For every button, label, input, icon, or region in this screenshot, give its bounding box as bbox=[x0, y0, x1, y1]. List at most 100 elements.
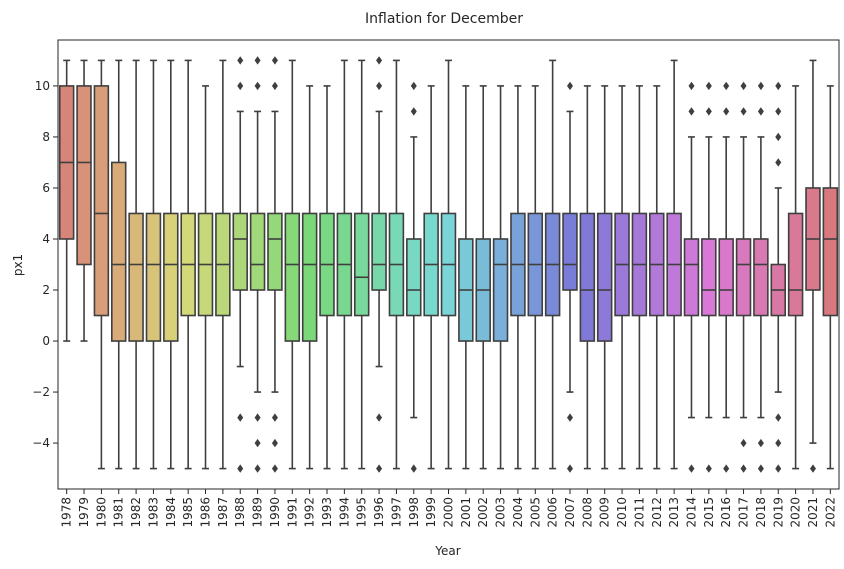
box-1982 bbox=[128, 59, 144, 470]
x-tick-label: 2020 bbox=[789, 497, 803, 528]
outlier-point bbox=[410, 81, 417, 91]
outlier-point bbox=[410, 464, 417, 473]
box-1992 bbox=[301, 85, 318, 470]
x-tick-label: 2017 bbox=[737, 497, 751, 528]
outlier-point bbox=[723, 81, 730, 91]
outlier-point bbox=[254, 464, 261, 473]
x-tick-label: 1998 bbox=[407, 497, 421, 528]
outlier-point bbox=[688, 81, 695, 91]
box-1989 bbox=[249, 56, 266, 473]
outlier-point bbox=[757, 107, 764, 116]
box-2006 bbox=[544, 59, 561, 470]
box-1979 bbox=[76, 59, 92, 342]
outlier-point bbox=[376, 81, 383, 91]
box-2005 bbox=[527, 85, 544, 470]
x-tick-label: 2019 bbox=[771, 497, 785, 528]
x-tick-label: 2006 bbox=[546, 497, 560, 528]
box-1995 bbox=[353, 59, 370, 470]
x-tick-label: 1985 bbox=[181, 497, 195, 528]
x-tick-label: 1984 bbox=[164, 497, 178, 528]
box-iqr bbox=[579, 212, 596, 342]
box-1981 bbox=[111, 59, 127, 470]
y-tick-label: −4 bbox=[32, 436, 50, 450]
box-1980 bbox=[93, 59, 110, 470]
box-1990 bbox=[267, 56, 283, 473]
box-iqr bbox=[701, 238, 717, 317]
outlier-point bbox=[271, 56, 278, 65]
outlier-point bbox=[237, 81, 244, 91]
x-tick-label: 1990 bbox=[268, 497, 282, 528]
outlier-point bbox=[809, 464, 816, 473]
outlier-point bbox=[775, 464, 782, 473]
box-2004 bbox=[510, 85, 526, 470]
outlier-point bbox=[254, 413, 261, 422]
outlier-point bbox=[775, 107, 782, 116]
x-tick-label: 2018 bbox=[754, 497, 768, 528]
x-tick-label: 1999 bbox=[424, 497, 438, 528]
outlier-point bbox=[723, 464, 730, 473]
outlier-point bbox=[740, 107, 747, 116]
outlier-point bbox=[705, 464, 712, 473]
y-tick-label: 4 bbox=[42, 232, 50, 246]
outlier-point bbox=[775, 132, 782, 142]
box-iqr bbox=[596, 212, 613, 342]
box-iqr bbox=[787, 212, 804, 317]
box-1991 bbox=[284, 59, 301, 470]
box-iqr bbox=[93, 85, 110, 317]
box-2021 bbox=[805, 59, 821, 473]
chart-title: Inflation for December bbox=[365, 11, 523, 27]
outlier-point bbox=[723, 107, 730, 116]
x-tick-label: 2014 bbox=[684, 497, 698, 528]
outlier-point bbox=[237, 464, 244, 473]
outlier-point bbox=[376, 413, 383, 422]
x-tick-label: 1983 bbox=[146, 497, 160, 528]
box-1986 bbox=[197, 85, 214, 470]
x-tick-label: 1988 bbox=[233, 497, 247, 528]
box-1993 bbox=[319, 85, 335, 470]
x-tick-label: 2002 bbox=[476, 497, 490, 528]
outlier-point bbox=[237, 413, 244, 422]
box-2000 bbox=[440, 59, 457, 470]
x-tick-label: 2001 bbox=[459, 497, 473, 528]
outlier-point bbox=[566, 81, 573, 91]
box-iqr bbox=[163, 212, 179, 342]
y-tick-label: 2 bbox=[42, 283, 50, 297]
outlier-point bbox=[271, 438, 278, 448]
outlier-point bbox=[740, 81, 747, 91]
plot-area bbox=[58, 56, 839, 473]
box-1996 bbox=[371, 56, 387, 473]
outlier-point bbox=[410, 107, 417, 116]
outlier-point bbox=[271, 81, 278, 91]
box-2015 bbox=[701, 81, 717, 473]
box-1997 bbox=[388, 59, 405, 470]
x-tick-label: 2015 bbox=[702, 497, 716, 528]
box-iqr bbox=[353, 212, 370, 317]
outlier-point bbox=[757, 464, 764, 473]
x-tick-label: 1996 bbox=[372, 497, 386, 528]
x-tick-label: 1989 bbox=[251, 497, 265, 528]
box-2022 bbox=[822, 85, 839, 470]
box-2012 bbox=[649, 85, 665, 470]
box-2009 bbox=[596, 85, 613, 470]
box-iqr bbox=[406, 238, 422, 317]
y-tick-label: 0 bbox=[42, 334, 50, 348]
box-iqr bbox=[562, 212, 578, 291]
x-tick-label: 2022 bbox=[823, 497, 837, 528]
box-2018 bbox=[753, 81, 769, 473]
x-tick-label: 1979 bbox=[77, 497, 91, 528]
x-tick-label: 2005 bbox=[528, 497, 542, 528]
outlier-point bbox=[775, 438, 782, 448]
x-tick-label: 2011 bbox=[632, 497, 646, 528]
outlier-point bbox=[254, 438, 261, 448]
x-tick-label: 2016 bbox=[719, 497, 733, 528]
x-tick-label: 1997 bbox=[389, 497, 403, 528]
x-tick-label: 1995 bbox=[355, 497, 369, 528]
x-tick-label: 1982 bbox=[129, 497, 143, 528]
box-iqr bbox=[111, 161, 127, 342]
x-tick-label: 2008 bbox=[580, 497, 594, 528]
x-tick-label: 1993 bbox=[320, 497, 334, 528]
box-iqr bbox=[128, 212, 144, 342]
box-iqr bbox=[735, 238, 752, 317]
x-tick-label: 1986 bbox=[199, 497, 213, 528]
box-iqr bbox=[284, 212, 301, 342]
